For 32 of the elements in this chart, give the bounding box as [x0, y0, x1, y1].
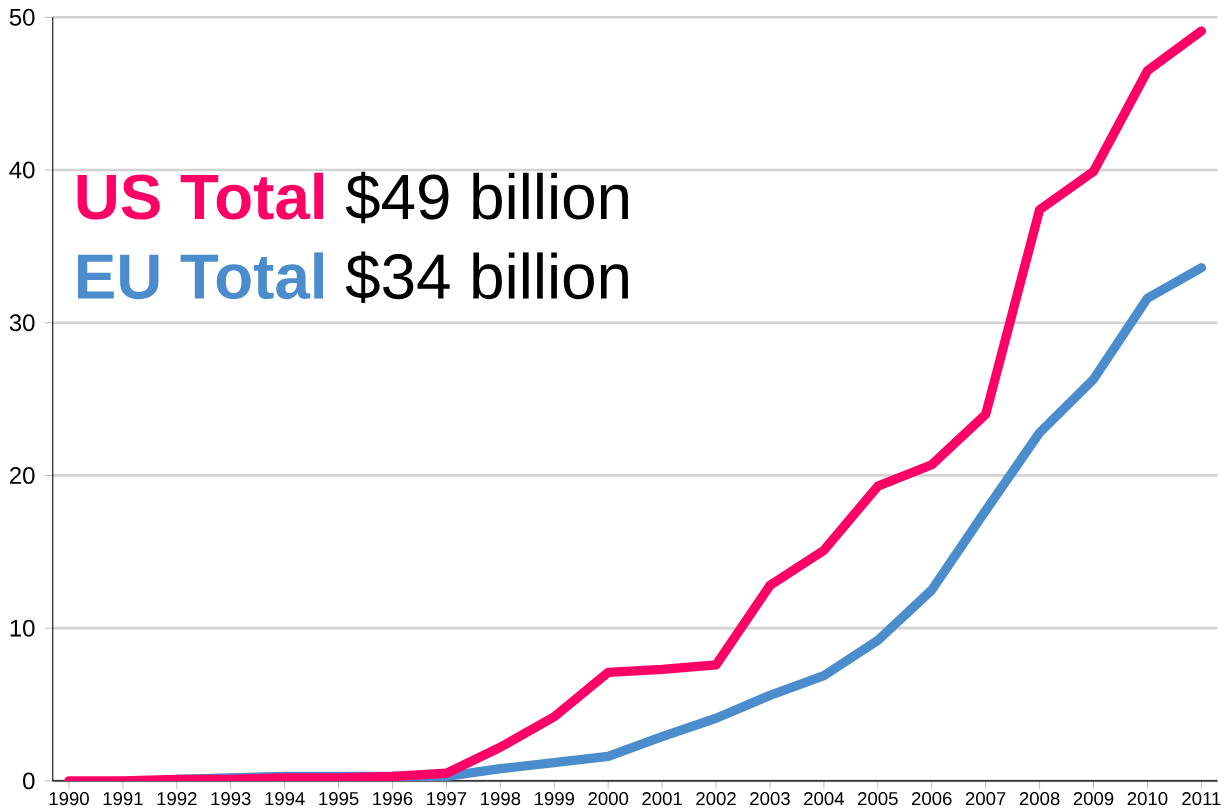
x-tick-label: 2000	[588, 792, 629, 806]
x-tick-label: 1990	[49, 792, 89, 806]
x-tick-label: 1998	[481, 792, 521, 806]
x-tick-label: 2008	[1019, 792, 1060, 806]
x-tick-label: 2003	[750, 792, 790, 806]
x-tick-label: 2010	[1127, 792, 1168, 806]
x-tick-label: 2006	[911, 792, 952, 806]
x-tick-label: 1997	[427, 792, 467, 806]
x-tick-label: 2009	[1073, 792, 1114, 806]
x-tick-label: 2011	[1182, 792, 1221, 806]
y-tick-label: 50	[9, 8, 35, 26]
x-tick-label: 1994	[265, 792, 305, 806]
y-tick-label: 10	[10, 619, 35, 637]
x-tick-label: 2007	[965, 792, 1006, 806]
y-tick-label: 20	[10, 467, 35, 484]
x-tick-label: 1992	[157, 792, 197, 806]
x-tick-label: 1991	[103, 792, 143, 806]
x-tick-label: 1999	[535, 792, 575, 806]
y-tick-label: 40	[9, 161, 35, 179]
x-tick-label: 1996	[373, 792, 413, 806]
y-tick-label: 30	[9, 314, 35, 332]
x-tick-label: 2001	[642, 792, 682, 806]
annotation: $49 billion	[345, 171, 628, 224]
text: US Total	[77, 172, 324, 220]
x-tick-label: 1995	[319, 792, 359, 806]
x-tick-label: 2002	[696, 792, 736, 806]
annotation: $34 billion	[345, 251, 628, 304]
y-tick-label: 0	[23, 772, 35, 790]
text: EU Total	[78, 252, 324, 300]
x-tick-label: 2005	[858, 792, 898, 806]
x-tick-label: 2004	[804, 792, 844, 806]
x-tick-label: 1993	[211, 792, 251, 806]
